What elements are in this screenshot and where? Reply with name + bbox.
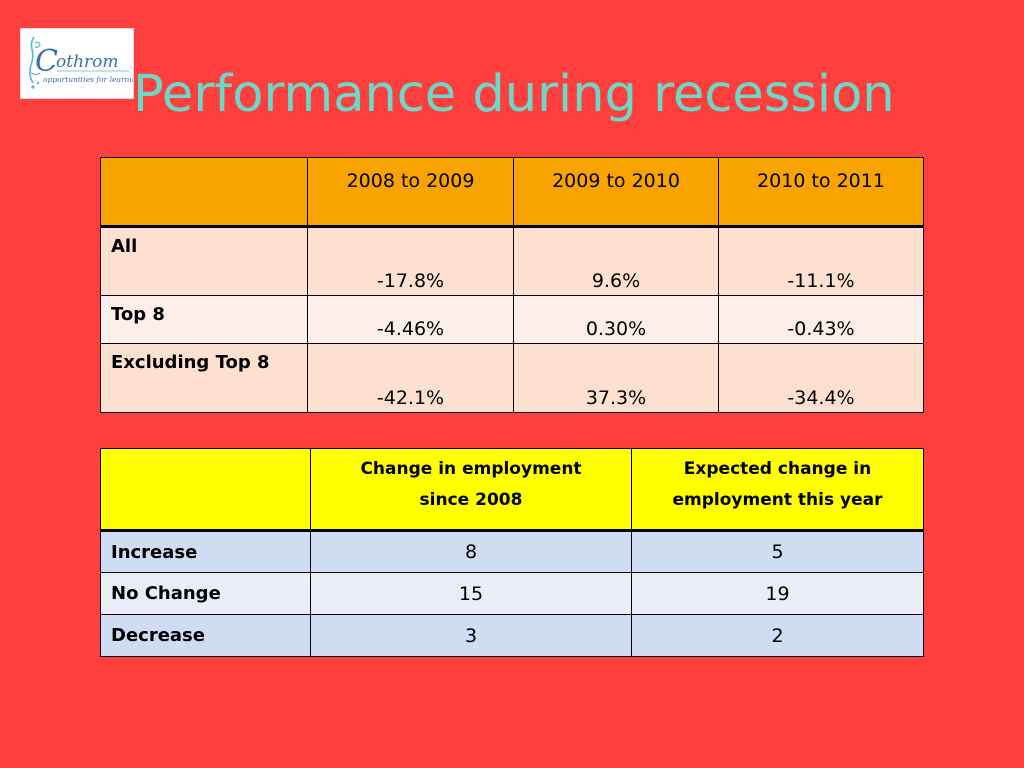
row-label: Decrease xyxy=(100,614,311,657)
row-label: No Change xyxy=(100,572,311,615)
row-label: All xyxy=(100,225,308,296)
column-header: Expected change in employment this year xyxy=(631,448,924,531)
column-header: 2010 to 2011 xyxy=(718,157,924,227)
table-cell: -0.43% xyxy=(718,295,924,344)
column-header: 2009 to 2010 xyxy=(513,157,719,227)
cothrom-logo-graphic: C othrom opportunities for learning xyxy=(21,29,133,98)
svg-text:C: C xyxy=(35,44,58,79)
table-cell: 3 xyxy=(310,614,632,657)
table-header-blank xyxy=(100,448,311,531)
column-header: Change in employment since 2008 xyxy=(310,448,632,531)
table-cell: -11.1% xyxy=(718,225,924,296)
table-cell: 5 xyxy=(631,529,924,573)
column-header-line: since 2008 xyxy=(419,490,523,510)
cothrom-logo: C othrom opportunities for learning xyxy=(20,28,134,99)
row-label: Excluding Top 8 xyxy=(100,343,308,413)
svg-text:opportunities for learning: opportunities for learning xyxy=(43,75,133,84)
table-cell: 0.30% xyxy=(513,295,719,344)
table-header-blank xyxy=(100,157,308,227)
sales-performance-table: 2008 to 2009 2009 to 2010 2010 to 2011 A… xyxy=(100,157,924,413)
table-cell: 9.6% xyxy=(513,225,719,296)
table-row: Top 8 -4.46% 0.30% -0.43% xyxy=(100,295,924,344)
employment-change-table: Change in employment since 2008 Expected… xyxy=(100,448,924,657)
table-cell: 8 xyxy=(310,529,632,573)
row-label: Increase xyxy=(100,529,311,573)
table-cell: -42.1% xyxy=(307,343,514,413)
table-row: No Change 15 19 xyxy=(100,572,924,615)
table-row: Excluding Top 8 -42.1% 37.3% -34.4% xyxy=(100,343,924,413)
table-cell: 19 xyxy=(631,572,924,615)
column-header-line: Change in employment xyxy=(360,459,582,479)
table-row: Increase 8 5 xyxy=(100,529,924,573)
row-label: Top 8 xyxy=(100,295,308,344)
table-header-row: 2008 to 2009 2009 to 2010 2010 to 2011 xyxy=(100,157,924,227)
table-cell: 15 xyxy=(310,572,632,615)
column-header: 2008 to 2009 xyxy=(307,157,514,227)
table-cell: -4.46% xyxy=(307,295,514,344)
page-title: Performance during recession xyxy=(133,65,895,124)
table-cell: 2 xyxy=(631,614,924,657)
table-cell: 37.3% xyxy=(513,343,719,413)
table-cell: -34.4% xyxy=(718,343,924,413)
table-header-row: Change in employment since 2008 Expected… xyxy=(100,448,924,531)
table-row: All -17.8% 9.6% -11.1% xyxy=(100,225,924,296)
table-row: Decrease 3 2 xyxy=(100,614,924,657)
svg-text:othrom: othrom xyxy=(56,52,119,72)
column-header-line: Expected change in xyxy=(683,459,872,479)
column-header-line: employment this year xyxy=(672,490,883,510)
table-cell: -17.8% xyxy=(307,225,514,296)
